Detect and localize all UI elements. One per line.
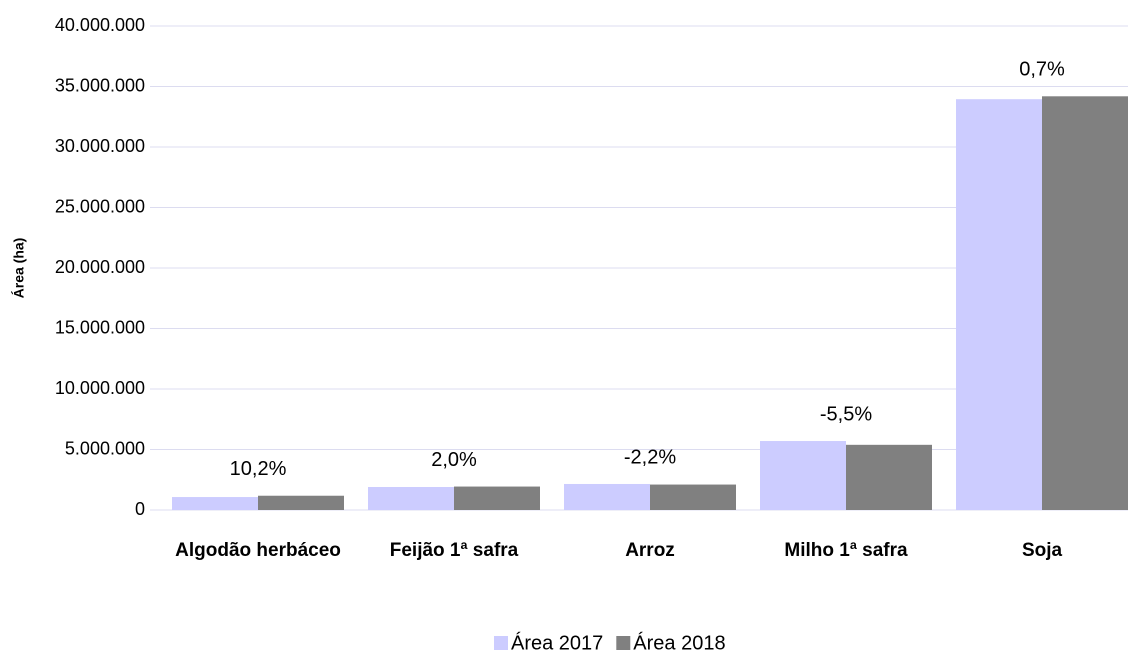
bar: [368, 487, 454, 510]
bar: [172, 497, 258, 510]
y-tick-label: 20.000.000: [55, 257, 145, 277]
change-label: 2,0%: [431, 449, 477, 471]
y-axis-label: Área (ha): [11, 238, 27, 299]
legend-swatch: [616, 636, 631, 650]
y-tick-label: 30.000.000: [55, 136, 145, 156]
bar: [564, 483, 650, 510]
bar: [650, 484, 736, 510]
bar: [258, 495, 344, 510]
bar: [454, 486, 540, 510]
bar: [760, 441, 846, 510]
legend-swatch: [494, 636, 508, 650]
change-label: 0,7%: [1019, 59, 1065, 81]
x-tick-label: Algodão herbáceo: [175, 540, 341, 561]
y-tick-label: 25.000.000: [55, 196, 145, 216]
y-tick-label: 0: [135, 499, 145, 519]
bar: [1042, 96, 1128, 511]
change-label: 10,2%: [230, 458, 287, 480]
x-tick-label: Milho 1ª safra: [784, 540, 908, 561]
y-tick-label: 10.000.000: [55, 378, 145, 398]
x-tick-label: Arroz: [625, 540, 675, 561]
y-tick-label: 15.000.000: [55, 317, 145, 337]
y-tick-label: 35.000.000: [55, 75, 145, 95]
bar: [956, 99, 1042, 510]
y-tick-label: 40.000.000: [55, 15, 145, 35]
x-tick-label: Feijão 1ª safra: [389, 540, 519, 561]
change-label: -5,5%: [820, 403, 872, 425]
y-tick-label: 5.000.000: [65, 438, 145, 458]
change-label: -2,2%: [624, 446, 676, 468]
bar: [846, 444, 932, 510]
legend-label: Área 2017: [511, 631, 603, 654]
x-tick-label: Soja: [1021, 540, 1063, 561]
legend-label: Área 2018: [633, 631, 725, 654]
